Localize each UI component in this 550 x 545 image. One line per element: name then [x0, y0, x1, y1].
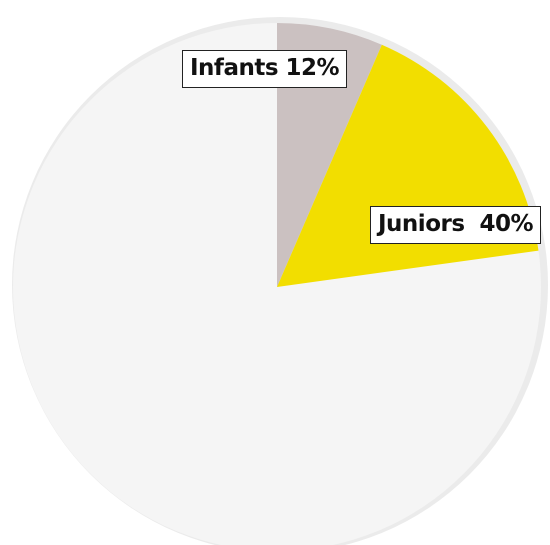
slice-label-infants: Infants 12% [182, 50, 348, 88]
pie-slices [12, 17, 548, 545]
slice-label-juniors: Juniors 40% [370, 206, 542, 244]
pie-slice-infants [277, 23, 382, 287]
